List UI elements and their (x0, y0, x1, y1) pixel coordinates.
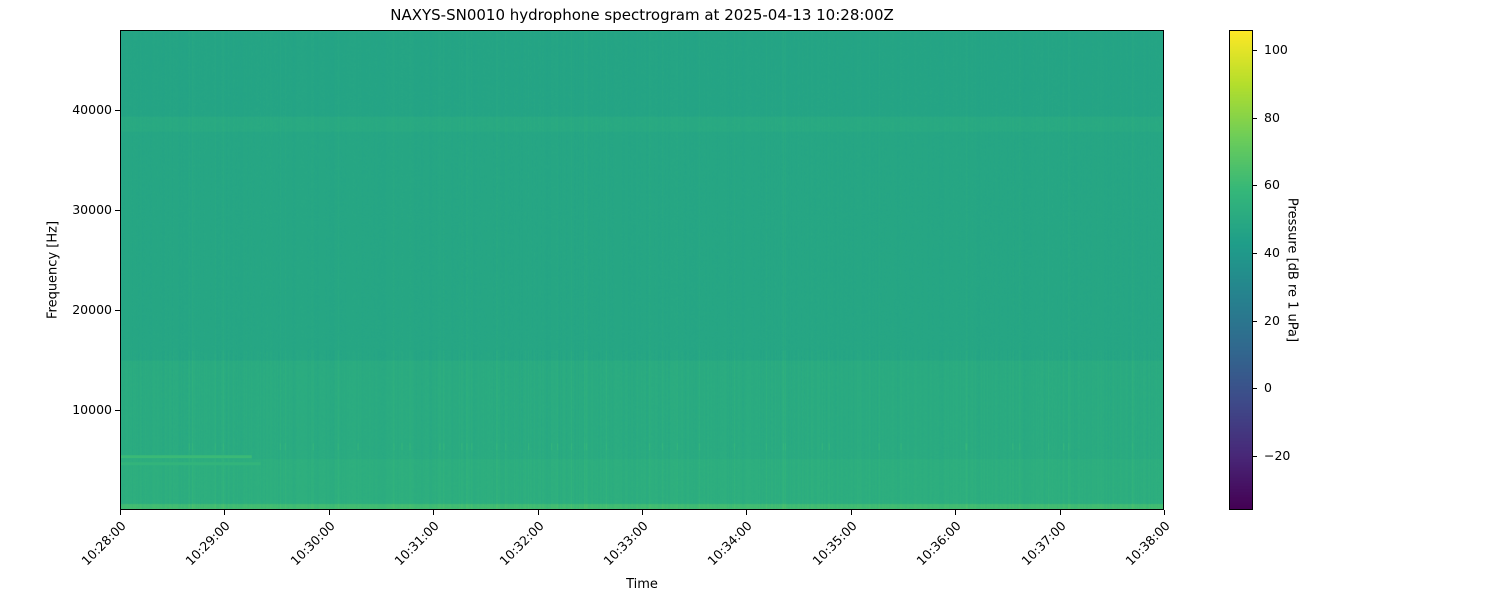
y-tick-label: 20000 (72, 302, 112, 317)
spectrogram-plot-area (120, 30, 1164, 510)
x-tick-mark (537, 510, 539, 515)
x-tick-mark (642, 510, 643, 515)
x-tick-label: 10:37:00 (1018, 518, 1069, 569)
x-tick-mark (120, 510, 121, 515)
colorbar-tick-label: 40 (1264, 245, 1280, 261)
spectrogram-heatmap (121, 31, 1163, 509)
x-tick-label: 10:31:00 (391, 518, 442, 569)
y-tick-mark (115, 110, 120, 111)
colorbar-tick-mark (1253, 185, 1257, 187)
x-tick-label: 10:38:00 (1122, 518, 1173, 569)
x-tick-label: 10:28:00 (78, 518, 129, 569)
x-tick-mark (955, 510, 957, 515)
x-tick-label: 10:36:00 (913, 518, 964, 569)
colorbar-tick-mark (1253, 50, 1257, 52)
colorbar-tick-mark (1253, 320, 1257, 322)
x-tick-mark (433, 510, 435, 515)
x-tick-label: 10:33:00 (600, 518, 651, 569)
colorbar-tick-label: −20 (1264, 447, 1291, 463)
chart-title: NAXYS-SN0010 hydrophone spectrogram at 2… (390, 6, 894, 24)
colorbar-tick-mark (1253, 455, 1257, 457)
colorbar-label: Pressure [dB re 1 uPa] (1284, 197, 1300, 343)
colorbar (1229, 30, 1253, 510)
colorbar-tick-label: 20 (1264, 312, 1280, 328)
x-tick-mark (850, 510, 852, 515)
x-axis-label: Time (626, 577, 658, 592)
colorbar-gradient (1230, 31, 1252, 509)
colorbar-tick-label: 100 (1264, 42, 1288, 58)
x-tick-mark (746, 510, 748, 515)
colorbar-tick-label: 80 (1264, 109, 1280, 125)
x-tick-mark (224, 510, 226, 515)
y-tick-label: 40000 (72, 102, 112, 117)
y-tick-mark (115, 210, 120, 211)
x-tick-label: 10:32:00 (496, 518, 547, 569)
y-tick-label: 30000 (72, 202, 112, 217)
x-tick-mark (328, 510, 330, 515)
colorbar-tick-mark (1253, 253, 1257, 255)
y-tick-label: 10000 (72, 402, 112, 417)
x-tick-label: 10:35:00 (809, 518, 860, 569)
colorbar-tick-mark (1253, 117, 1257, 119)
colorbar-tick-mark (1253, 388, 1257, 390)
x-tick-label: 10:34:00 (704, 518, 756, 569)
colorbar-tick-label: 0 (1264, 380, 1272, 396)
y-tick-mark (115, 310, 120, 311)
x-tick-label: 10:30:00 (287, 518, 338, 569)
x-tick-mark (1164, 510, 1165, 515)
x-tick-mark (1059, 510, 1061, 515)
x-tick-label: 10:29:00 (182, 518, 234, 569)
y-tick-mark (115, 410, 120, 411)
y-axis-label: Frequency [Hz] (45, 220, 61, 320)
colorbar-tick-label: 60 (1264, 177, 1280, 193)
